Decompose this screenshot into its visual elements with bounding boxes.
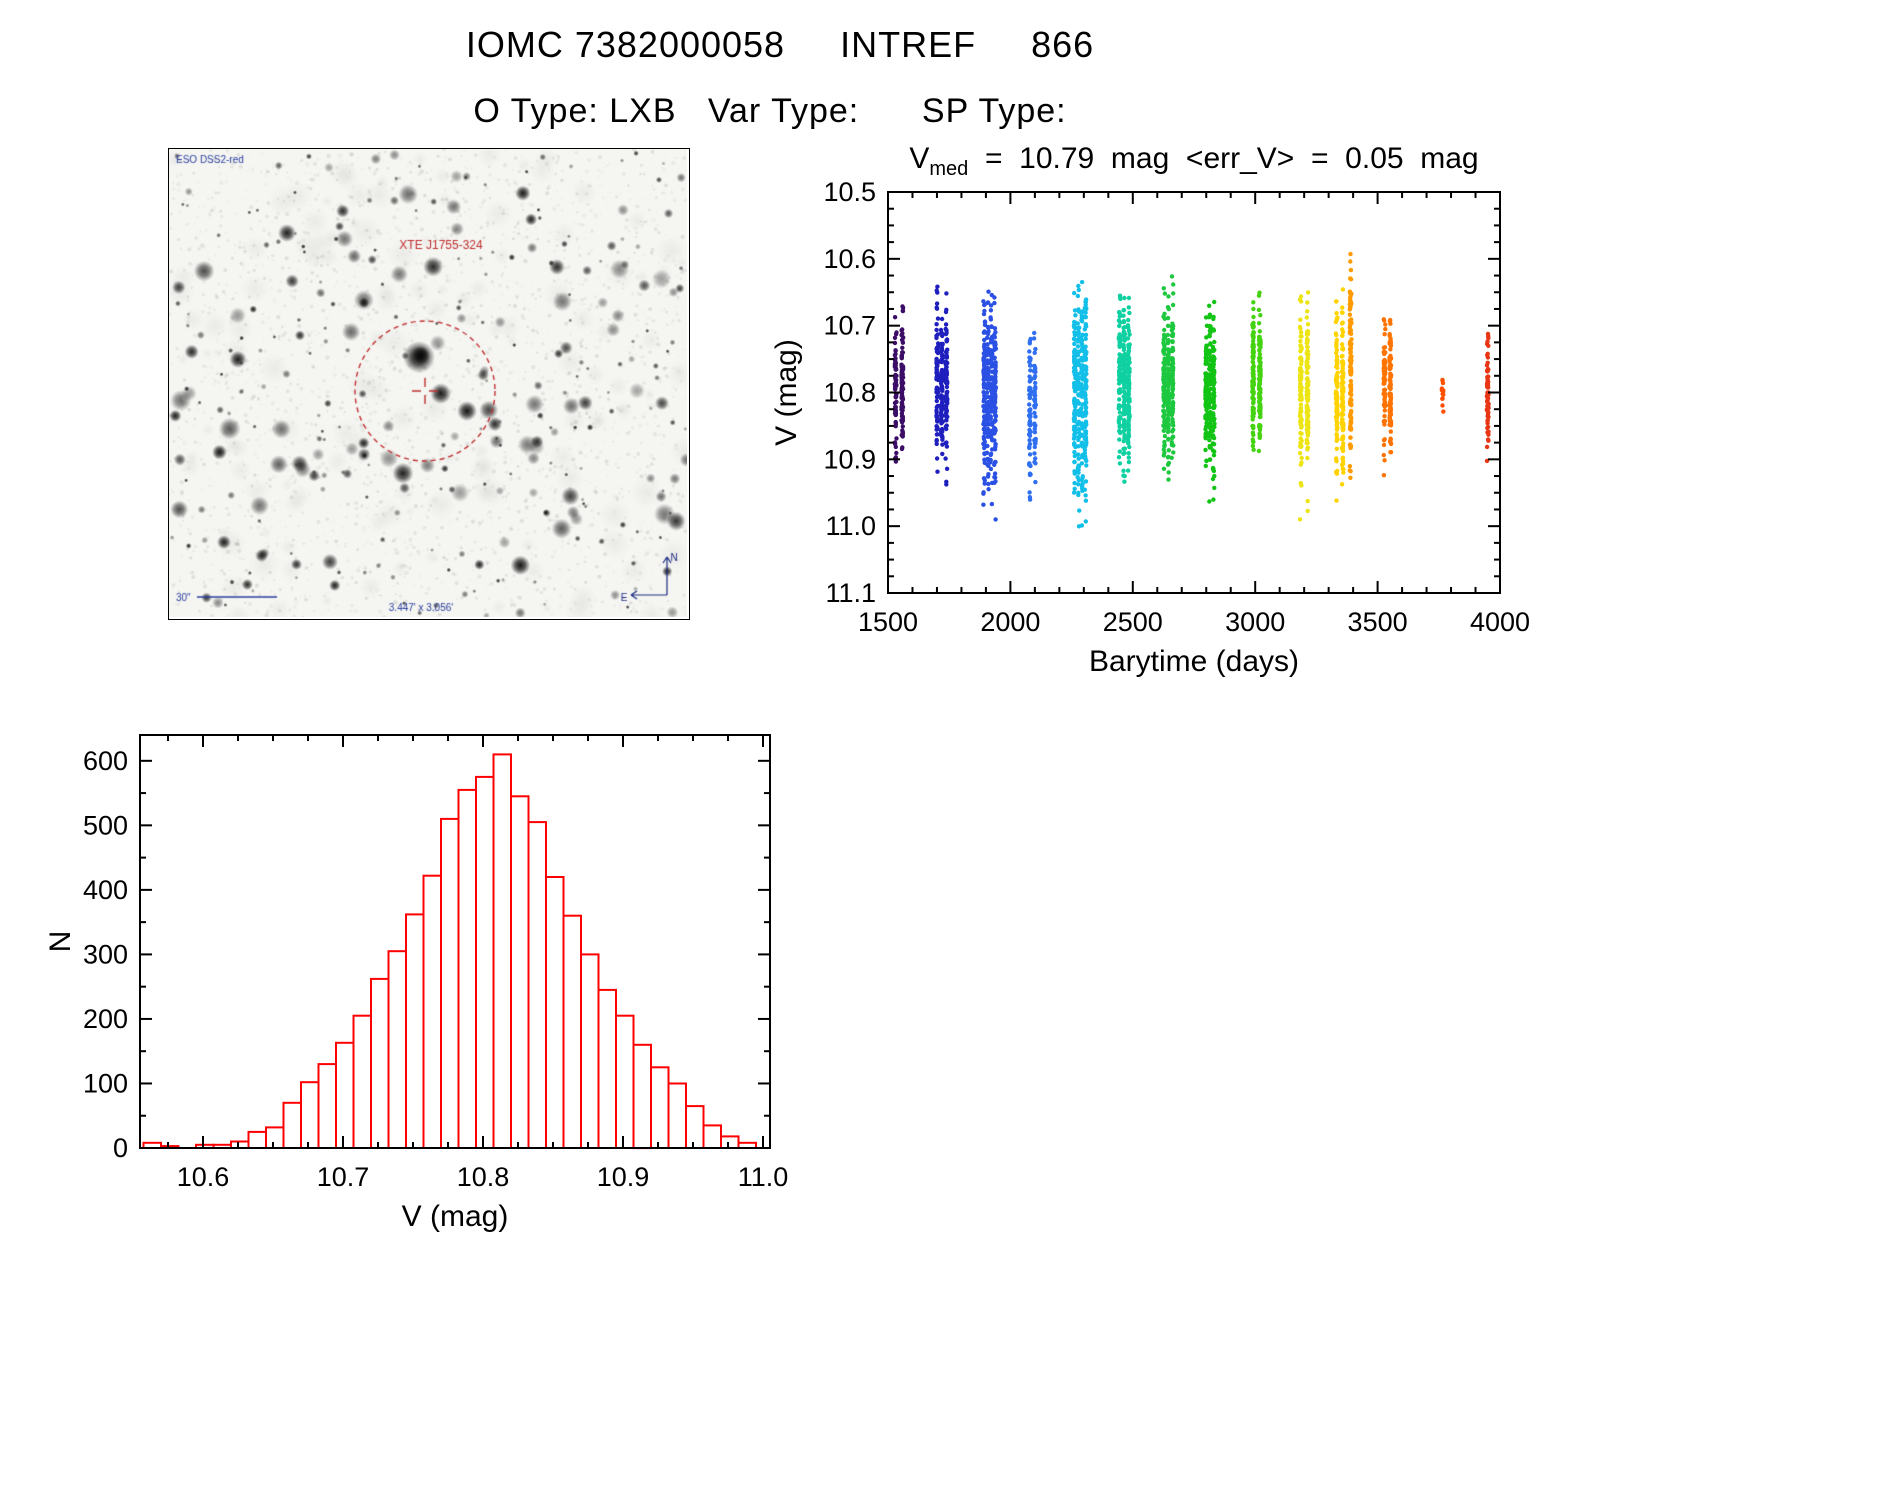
y-axis-label: N (44, 931, 77, 953)
y-tick-label: 10.7 (823, 311, 876, 341)
vmed-subscript: med (929, 158, 969, 180)
x-axis-label: V (mag) (402, 1200, 509, 1233)
lightcurve-stats: Vmed = 10.79 mag <err_V> = 0.05 mag (814, 142, 1574, 181)
x-tick-label: 2000 (980, 607, 1040, 637)
x-tick-label: 10.8 (457, 1162, 510, 1192)
x-tick-label: 2500 (1103, 607, 1163, 637)
y-tick-label: 10.6 (823, 244, 876, 274)
x-axis-label: Barytime (days) (1089, 645, 1299, 678)
x-tick-label: 11.0 (738, 1162, 789, 1192)
y-tick-label: 10.8 (823, 378, 876, 408)
plot-labels: 10.6 10.7 10.8 10.9 11.0 0 100 200 300 400 500 600 V… (44, 746, 788, 1233)
finding-chart-image (169, 149, 687, 617)
y-tick-label: 10.5 (823, 177, 876, 207)
y-tick-label: 300 (83, 939, 128, 969)
plot-frame (887, 191, 1501, 594)
y-tick-label: 500 (83, 810, 128, 840)
y-tick-label: 100 (83, 1068, 128, 1098)
lightcurve-plot: 1500 2000 2500 3000 3500 4000 10.5 10.6 10.7 10.8… (770, 177, 1530, 678)
x-tick-label: 1500 (858, 607, 918, 637)
x-tick-label: 10.9 (597, 1162, 650, 1192)
y-tick-label: 11.0 (825, 511, 876, 541)
vmed-values: = 10.79 mag <err_V> = 0.05 mag (968, 142, 1479, 175)
lightcurve-points (892, 251, 1491, 529)
histogram-bars (142, 753, 757, 1150)
finding-chart-panel (168, 148, 690, 620)
y-tick-label: 600 (83, 746, 128, 776)
plot-labels: 1500 2000 2500 3000 3500 4000 10.5 10.6 10.7 10.8… (770, 177, 1530, 678)
x-tick-label: 3500 (1348, 607, 1408, 637)
page-subtitle: O Type: LXB Var Type: SP Type: (473, 92, 1067, 130)
y-tick-label: 11.1 (825, 578, 876, 608)
x-tick-label: 3000 (1225, 607, 1285, 637)
page-title: IOMC 7382000058 INTREF 866 (465, 24, 1095, 65)
x-tick-label: 10.6 (177, 1162, 230, 1192)
y-tick-label: 400 (83, 875, 128, 905)
y-tick-label: 10.9 (823, 444, 876, 474)
histogram-plot: 10.6 10.7 10.8 10.9 11.0 0 100 200 300 400 500 600 V… (44, 734, 788, 1233)
y-tick-label: 200 (83, 1004, 128, 1034)
x-tick-label: 4000 (1470, 607, 1530, 637)
x-tick-label: 10.7 (317, 1162, 370, 1192)
y-axis-label: V (mag) (770, 339, 803, 446)
vmed-symbol: V (909, 142, 930, 175)
y-tick-label: 0 (113, 1133, 128, 1163)
plot-frame (139, 734, 771, 1149)
